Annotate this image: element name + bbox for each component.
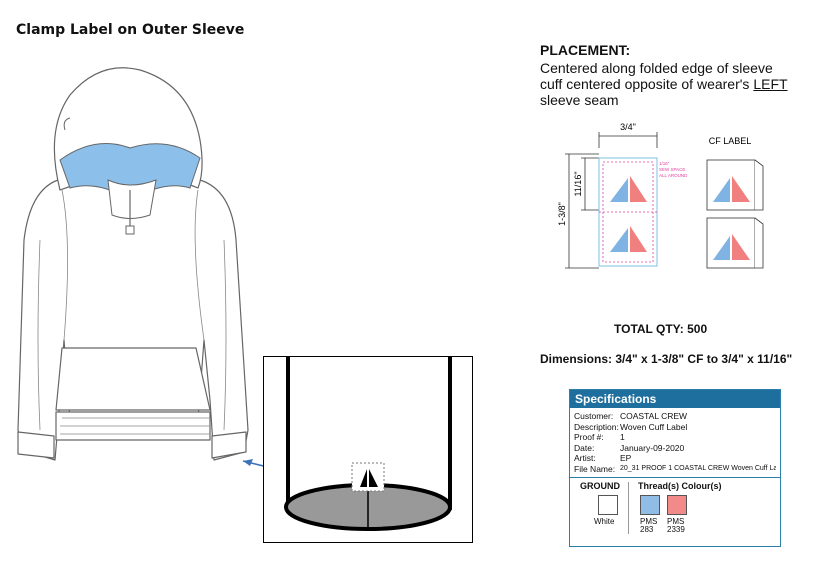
spec-key: Customer: — [574, 411, 614, 421]
dimensions-text: Dimensions: 3/4" x 1-3/8" CF to 3/4" x 1… — [540, 352, 793, 366]
spec-value: Woven Cuff Label — [620, 421, 688, 432]
spec-key: Description: — [574, 421, 619, 432]
label-logo-bottom — [610, 226, 647, 252]
cuff-detail-box — [263, 356, 473, 543]
pms-label: PMS — [640, 516, 658, 526]
cf-label-top — [706, 159, 764, 211]
spec-value: 1 — [620, 432, 625, 443]
pms-number: 283 — [640, 524, 654, 534]
spec-row: Customer: COASTAL CREW — [574, 411, 776, 422]
spec-value: EP — [620, 453, 632, 464]
placement-line-3: sleeve seam — [540, 92, 619, 108]
placement-line-2-text: cuff centered opposite of wearer's — [540, 76, 754, 92]
thread-swatch-2339 — [667, 494, 687, 515]
placement-line-1: Centered along folded edge of sleeve — [540, 60, 773, 76]
thread-caption-283: PMS 283 — [640, 516, 658, 534]
spec-divider — [570, 476, 780, 478]
placement-heading: PLACEMENT: — [540, 42, 631, 58]
half-height-dimension: 11/16" — [573, 171, 583, 196]
ground-label: GROUND — [580, 480, 620, 491]
thread-caption-2339: PMS 2339 — [667, 516, 685, 534]
full-height-dimension: 1-3/8" — [557, 202, 567, 226]
label-logo-top — [610, 176, 647, 202]
spec-value: COASTAL CREW — [620, 411, 688, 421]
placement-description: Centered along folded edge of sleeve cuf… — [540, 60, 830, 108]
spec-row: Description: Woven Cuff Label — [574, 422, 776, 433]
page-title: Clamp Label on Outer Sleeve — [16, 22, 245, 38]
width-dimension: 3/4" — [620, 122, 636, 132]
colors-separator — [628, 481, 629, 534]
spec-row: Date: January-09-2020 — [574, 443, 776, 454]
hood-lining — [59, 143, 201, 201]
cuff-detail-drawing — [284, 357, 452, 531]
label-size-diagram: 3/4" 1-3/8" 11/16" 1/16" SEW SPACE ALL A… — [557, 122, 764, 269]
cf-label-bottom — [706, 217, 764, 269]
cf-label-title: CF LABEL — [709, 136, 752, 146]
pms-label: PMS — [667, 516, 685, 526]
spec-row: Artist: EP — [574, 453, 776, 464]
colors-section: GROUND Thread(s) Colour(s) White PMS 283 … — [570, 478, 780, 538]
hoodie-illustration — [17, 67, 249, 461]
specifications-heading: Specifications — [570, 390, 780, 408]
thread-colours-label: Thread(s) Colour(s) — [638, 480, 722, 491]
spec-key: Proof #: — [574, 432, 604, 443]
placement-line-2: cuff centered opposite of wearer's LEFT — [540, 76, 830, 92]
placement-left-emphasis: LEFT — [753, 76, 788, 92]
spec-key: Artist: — [574, 453, 596, 464]
sew-note-3: ALL AROUND — [659, 173, 688, 178]
thread-swatch-283 — [640, 494, 660, 515]
spec-value: January-09-2020 — [620, 442, 685, 453]
pms-number: 2339 — [667, 524, 685, 534]
total-quantity: TOTAL QTY: 500 — [614, 322, 708, 336]
ground-color-name: White — [594, 516, 615, 526]
spec-value: 20_31 PROOF 1 COASTAL CREW Woven Cuff La… — [620, 464, 776, 472]
spec-key: Date: — [574, 442, 595, 453]
specifications-rows: Customer: COASTAL CREW Description: Woven … — [570, 408, 780, 477]
spec-row: Proof #: 1 — [574, 432, 776, 443]
ground-swatch — [598, 494, 618, 515]
sew-note-2: SEW SPACE — [659, 167, 685, 172]
spec-row: File Name: 20_31 PROOF 1 COASTAL CREW Wov… — [574, 464, 776, 475]
specifications-card: Specifications Customer: COASTAL CREW Des… — [569, 389, 781, 547]
sew-note-1: 1/16" — [659, 161, 670, 166]
spec-key: File Name: — [574, 463, 616, 474]
